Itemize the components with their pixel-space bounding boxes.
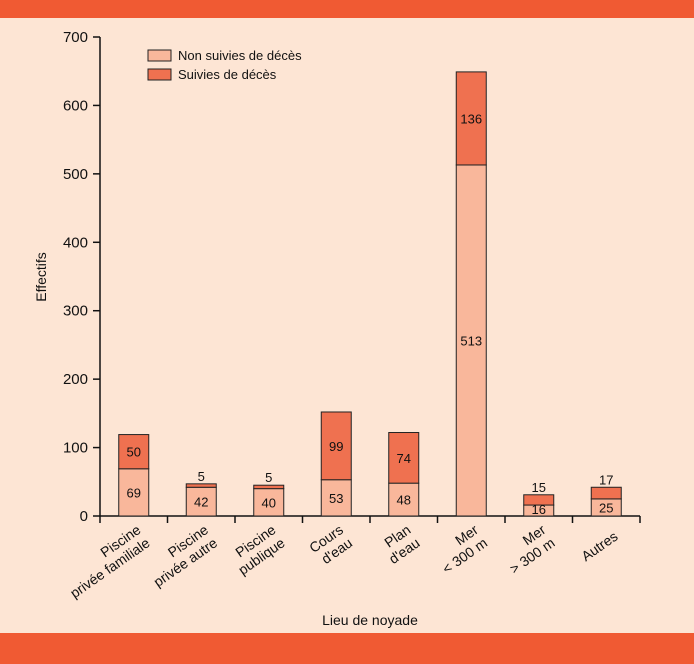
legend-swatch (147, 68, 172, 81)
x-category-label: Coursd'eau (306, 521, 355, 569)
y-tick-label: 100 (63, 440, 88, 457)
y-tick-label: 400 (63, 234, 88, 251)
legend: Non suivies de décès Suivies de décès (147, 48, 302, 82)
y-tick-label: 600 (63, 97, 88, 114)
y-tick-label: 700 (63, 29, 88, 46)
x-category-label: Piscinepublique (226, 521, 288, 578)
bar-non-fatal (320, 479, 352, 517)
bar-non-fatal (253, 488, 285, 517)
bar-fatal (523, 494, 555, 506)
bar-value-label: 99 (329, 439, 343, 454)
x-category-label: Piscineprivée familiale (58, 521, 153, 601)
bar-fatal (320, 411, 352, 481)
bar-value-label: 53 (329, 491, 343, 506)
bar-fatal (388, 432, 420, 484)
bar-fatal (118, 434, 150, 470)
bar-fatal (185, 483, 217, 488)
bar-value-label: 25 (599, 500, 613, 515)
bar-value-label: 74 (397, 451, 411, 466)
bar-value-label: 69 (127, 485, 141, 500)
stacked-bar-chart: 0 100 200 300 400 500 600 700 69 50 Piscineprivée… (33, 29, 641, 628)
y-tick-label: 500 (63, 166, 88, 183)
bar-non-fatal (388, 482, 420, 517)
bar-value-label: 15 (532, 480, 546, 495)
bottom-band (0, 633, 694, 664)
x-category-label: Piscineprivée autre (141, 521, 220, 590)
bar-value-label: 5 (265, 470, 272, 485)
bar-value-label: 48 (397, 493, 411, 508)
bar-value-label: 50 (127, 445, 141, 460)
bar-value-label: 16 (532, 502, 546, 517)
bar-value-label: 5 (198, 469, 205, 484)
legend-label: Non suivies de décès (178, 48, 302, 63)
bar-value-label: 40 (262, 495, 276, 510)
bar-value-label: 42 (194, 495, 208, 510)
legend-swatch (147, 49, 172, 62)
bar-value-label: 136 (460, 111, 482, 126)
x-category-line: Autres (578, 528, 620, 564)
axes: 0 100 200 300 400 500 600 700 (63, 29, 641, 525)
x-axis-title: Lieu de noyade (322, 612, 418, 628)
x-category-label: Mer< 300 m (430, 521, 490, 577)
legend-label: Suivies de décès (178, 67, 277, 82)
y-tick-label: 200 (63, 371, 88, 388)
x-category-label: Mer> 300 m (498, 521, 558, 577)
y-tick-label: 300 (63, 303, 88, 320)
bar-fatal (590, 486, 622, 500)
bar-fatal (253, 484, 285, 490)
x-category-label: Pland'eau (377, 521, 423, 567)
y-axis-title: Effectifs (33, 252, 49, 302)
bar-value-label: 17 (599, 472, 613, 487)
bar-fatal (455, 71, 487, 166)
top-band (0, 0, 694, 18)
bar-non-fatal (185, 486, 217, 517)
y-tick-label: 0 (80, 508, 88, 525)
bar-value-label: 513 (460, 333, 482, 348)
x-category-label: Autres (578, 528, 620, 564)
bar-non-fatal (455, 164, 487, 517)
